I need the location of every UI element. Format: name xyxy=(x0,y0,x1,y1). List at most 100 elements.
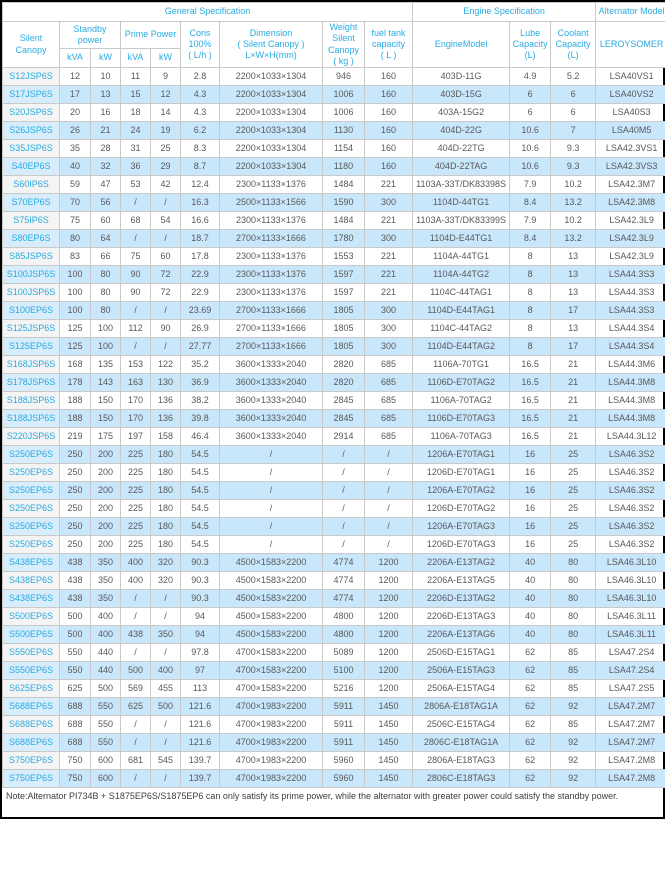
spec-cell: 168 xyxy=(59,355,91,374)
spec-cell: 219 xyxy=(59,427,91,446)
model-link[interactable]: S250EP6S xyxy=(2,445,60,464)
model-link[interactable]: S125EP6S xyxy=(2,337,60,356)
model-link[interactable]: S625EP6S xyxy=(2,679,60,698)
model-link[interactable]: S60IP6S xyxy=(2,175,60,194)
model-link[interactable]: S688EP6S xyxy=(2,697,60,716)
model-link[interactable]: S438EP6S xyxy=(2,553,60,572)
spec-cell: 1484 xyxy=(322,211,365,230)
spec-cell: 1206A-E70TAG2 xyxy=(412,481,511,500)
model-link[interactable]: S250EP6S xyxy=(2,535,60,554)
model-link[interactable]: S17JSP6S xyxy=(2,85,60,104)
spec-cell: 1805 xyxy=(322,319,365,338)
spec-cell: 40 xyxy=(509,553,552,572)
table-row: S80EP6S 80 64//18.7 2700×1133×1666 1780 300 11… xyxy=(2,229,665,248)
spec-cell: 5089 xyxy=(322,643,365,662)
model-link[interactable]: S250EP6S xyxy=(2,517,60,536)
model-link[interactable]: S125JSP6S xyxy=(2,319,60,338)
model-link[interactable]: S100JSP6S xyxy=(2,283,60,302)
spec-cell: 100 xyxy=(59,265,91,284)
spec-cell: 2700×1133×1666 xyxy=(219,229,323,248)
model-link[interactable]: S20JSP6S xyxy=(2,103,60,122)
header-dimension: Dimension ( Silent Canopy ) L×W×H(mm) xyxy=(219,21,323,68)
spec-cell: 569 xyxy=(120,679,151,698)
model-link[interactable]: S70EP6S xyxy=(2,193,60,212)
model-link[interactable]: S438EP6S xyxy=(2,589,60,608)
spec-cell: 221 xyxy=(363,265,414,284)
table-row: S85JSP6S 83 66 75 60 17.8 2300×1133×1376 1553 22… xyxy=(2,247,665,266)
spec-cell: 54.5 xyxy=(180,445,220,464)
model-link[interactable]: S550EP6S xyxy=(2,643,60,662)
spec-cell: 13 xyxy=(550,265,597,284)
model-link[interactable]: S85JSP6S xyxy=(2,247,60,266)
spec-cell: LSA40S3 xyxy=(595,103,665,122)
model-link[interactable]: S550EP6S xyxy=(2,661,60,680)
spec-cell: 13 xyxy=(550,247,597,266)
model-link[interactable]: S220JSP6S xyxy=(2,427,60,446)
spec-cell: 2806C-E18TAG3 xyxy=(412,769,511,788)
model-link[interactable]: S250EP6S xyxy=(2,463,60,482)
model-link[interactable]: S500EP6S xyxy=(2,607,60,626)
spec-cell: 100 xyxy=(59,283,91,302)
model-link[interactable]: S438EP6S xyxy=(2,571,60,590)
model-link[interactable]: S188JSP6S xyxy=(2,409,60,428)
model-link[interactable]: S75IP6S xyxy=(2,211,60,230)
model-link[interactable]: S250EP6S xyxy=(2,499,60,518)
model-link[interactable]: S100EP6S xyxy=(2,301,60,320)
spec-cell: 100 xyxy=(90,319,121,338)
spec-cell: 160 xyxy=(363,103,414,122)
spec-cell: 440 xyxy=(90,661,121,680)
spec-cell: 1206D-E70TAG3 xyxy=(412,535,511,554)
model-link[interactable]: S40EP6S xyxy=(2,157,60,176)
model-link[interactable]: S188JSP6S xyxy=(2,391,60,410)
model-link[interactable]: S750EP6S xyxy=(2,769,60,788)
spec-cell: 25 xyxy=(550,481,597,500)
model-link[interactable]: S688EP6S xyxy=(2,715,60,734)
spec-cell: 1104D-44TG1 xyxy=(412,193,511,212)
model-link[interactable]: S688EP6S xyxy=(2,733,60,752)
spec-cell: 2206A-E13TAG5 xyxy=(412,571,511,590)
spec-cell: 23.69 xyxy=(180,301,220,320)
spec-cell: 53 xyxy=(120,175,151,194)
spec-cell: 250 xyxy=(59,499,91,518)
table-row: S438EP6S 438 350//90.3 4500×1583×2200 4774 12… xyxy=(2,589,665,608)
spec-cell: 25 xyxy=(550,445,597,464)
spec-cell: 300 xyxy=(363,337,414,356)
spec-cell: 92 xyxy=(550,733,597,752)
model-link[interactable]: S500EP6S xyxy=(2,625,60,644)
spec-cell: 18 xyxy=(120,103,151,122)
spec-cell: 180 xyxy=(150,481,181,500)
model-link[interactable]: S250EP6S xyxy=(2,481,60,500)
spec-cell: LSA46.3L11 xyxy=(595,607,665,626)
spec-cell: LSA47.2M7 xyxy=(595,697,665,716)
model-link[interactable]: S26JSP6S xyxy=(2,121,60,140)
spec-cell: 300 xyxy=(363,229,414,248)
table-row: S250EP6S 250 200 225 180 54.5///1206D-E70TAG2… xyxy=(2,499,665,518)
model-link[interactable]: S12JSP6S xyxy=(2,67,60,86)
spec-cell: 13 xyxy=(550,319,597,338)
model-link[interactable]: S178JSP6S xyxy=(2,373,60,392)
spec-cell: 130 xyxy=(150,373,181,392)
model-link[interactable]: S35JSP6S xyxy=(2,139,60,158)
spec-cell: 47 xyxy=(90,175,121,194)
spec-cell: 2820 xyxy=(322,355,365,374)
spec-cell: 21 xyxy=(550,427,597,446)
section-general-specification: General Specification xyxy=(1,2,414,22)
spec-cell: 10.6 xyxy=(509,139,552,158)
spec-cell: 10.6 xyxy=(509,157,552,176)
model-link[interactable]: S750EP6S xyxy=(2,751,60,770)
header-weight: Weight Silent Canopy ( kg ) xyxy=(322,21,365,68)
spec-cell: 122 xyxy=(150,355,181,374)
spec-cell: 12.4 xyxy=(180,175,220,194)
spec-cell: 46.4 xyxy=(180,427,220,446)
header-prime-kw: kW xyxy=(150,47,181,69)
model-link[interactable]: S100JSP6S xyxy=(2,265,60,284)
header-silent-canopy: Silent Canopy xyxy=(2,21,60,68)
model-link[interactable]: S168JSP6S xyxy=(2,355,60,374)
spec-cell: 12 xyxy=(150,85,181,104)
spec-cell: 1104D-E44TAG1 xyxy=(412,301,511,320)
spec-cell: LSA46.3L10 xyxy=(595,589,665,608)
model-link[interactable]: S80EP6S xyxy=(2,229,60,248)
spec-cell: 4.9 xyxy=(509,67,552,86)
spec-cell: 2206A-E13TAG6 xyxy=(412,625,511,644)
spec-cell: 3600×1333×2040 xyxy=(219,355,323,374)
